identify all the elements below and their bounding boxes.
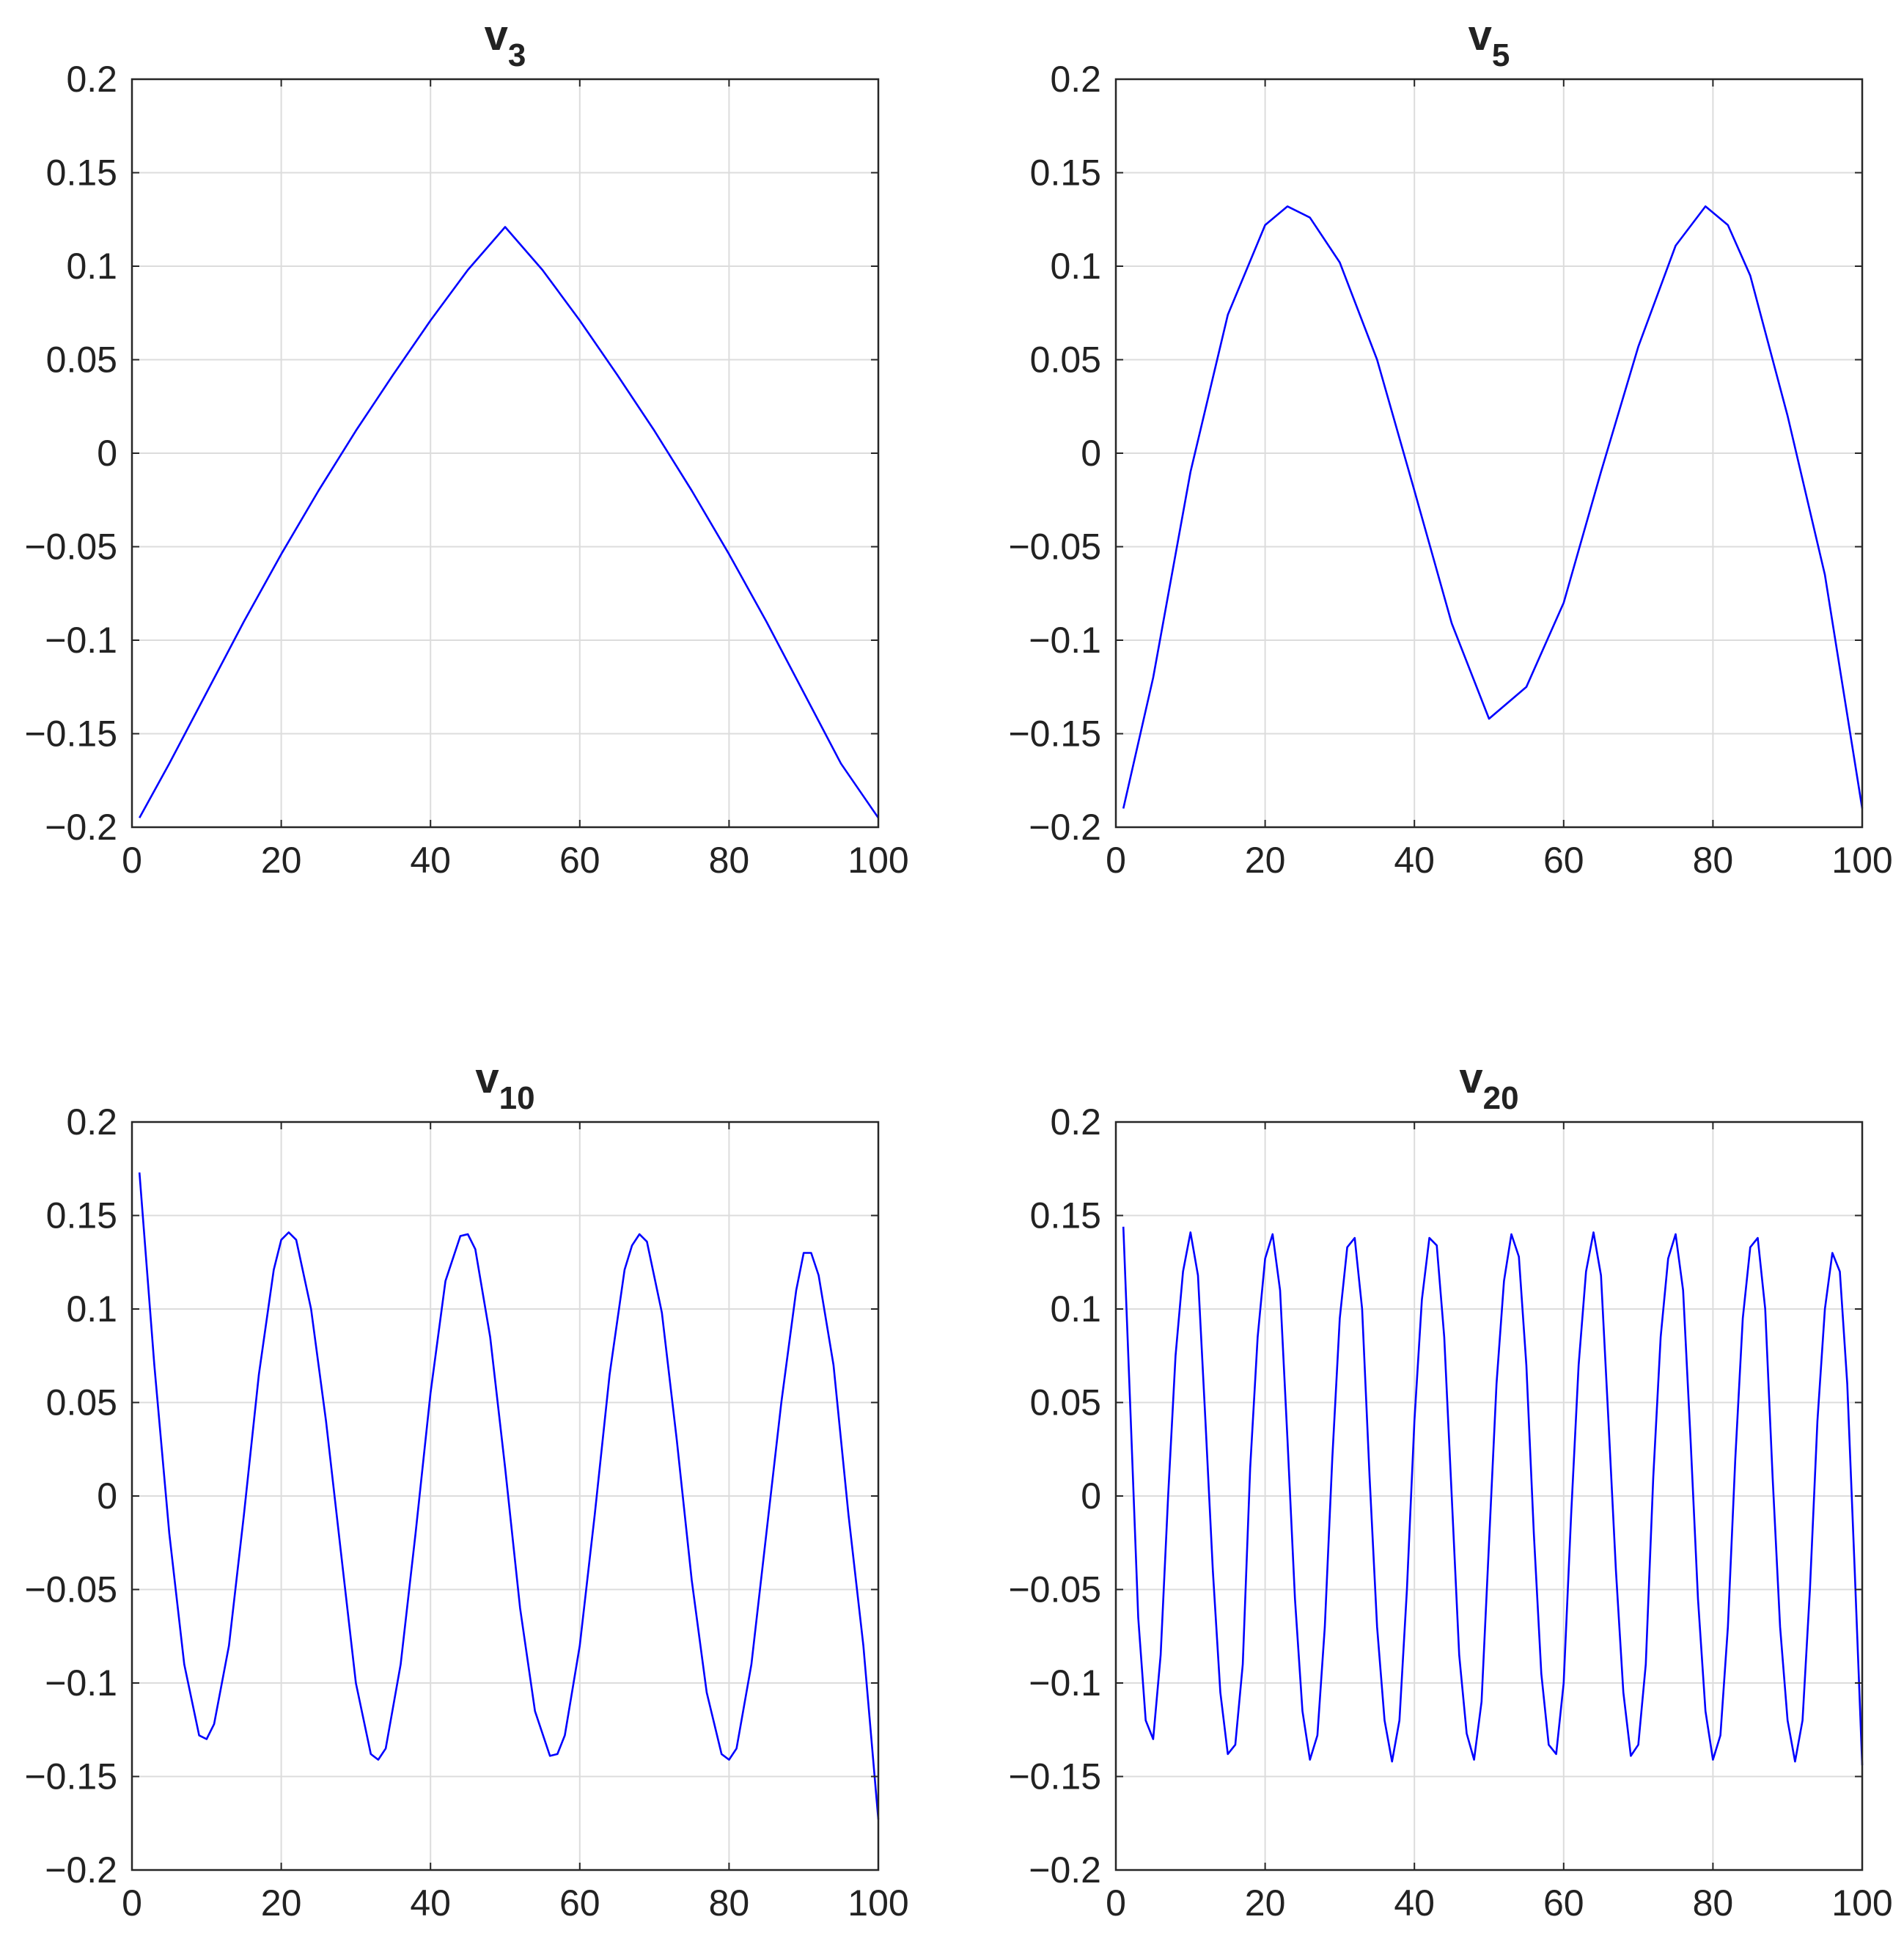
y-tick-label: 0.1 [1050, 246, 1101, 287]
x-tick-label: 40 [1394, 840, 1435, 881]
y-tick-label: −0.05 [1008, 527, 1101, 568]
chart-title: v20 [1459, 1055, 1518, 1116]
x-tick-label: 60 [559, 1882, 600, 1924]
series-line [1122, 205, 1864, 809]
chart-title-main: v [475, 1055, 499, 1102]
y-tick-label: 0 [1081, 433, 1101, 474]
chart-title: v5 [1469, 12, 1510, 73]
y-tick-label: 0.05 [1030, 340, 1101, 381]
y-tick-label: 0 [97, 433, 117, 474]
x-tick-label: 80 [1693, 840, 1734, 881]
y-tick-label: −0.15 [24, 1756, 117, 1797]
x-tick-label: 100 [1831, 1882, 1892, 1924]
chart-title-subscript: 3 [508, 37, 526, 73]
series-line [1122, 1226, 1864, 1766]
x-tick-label: 100 [1831, 840, 1892, 881]
y-tick-label: −0.05 [24, 527, 117, 568]
x-tick-label: 60 [1543, 840, 1584, 881]
series-line [138, 1172, 880, 1820]
x-tick-label: 80 [709, 840, 750, 881]
y-tick-label: 0.15 [1030, 1195, 1101, 1236]
x-tick-label: 60 [559, 840, 600, 881]
subplot-1: 0 20 40 60 80 100 −0.2 −0.15 −0.1 −0.05 0 0.05 0.1 0.… [24, 12, 908, 881]
x-tick-label: 80 [709, 1882, 750, 1924]
x-tick-label: 20 [1245, 1882, 1286, 1924]
series-line [139, 226, 880, 819]
subplot-2: 0 20 40 60 80 100 −0.2 −0.15 −0.1 −0.05 0 0.05 0.1 0.… [1008, 12, 1892, 881]
y-tick-label: 0.2 [1050, 1101, 1101, 1143]
y-tick-label: 0 [97, 1475, 117, 1517]
y-tick-label: −0.15 [1008, 714, 1101, 755]
y-tick-label: −0.1 [45, 1662, 117, 1704]
y-tick-label: −0.1 [1029, 1662, 1101, 1704]
chart-title: v10 [475, 1055, 534, 1116]
y-tick-label: 0.05 [46, 1382, 117, 1423]
chart-title-main: v [485, 12, 508, 59]
chart-title: v3 [485, 12, 526, 73]
chart-title-subscript: 5 [1492, 37, 1510, 73]
x-tick-label: 40 [410, 1882, 451, 1924]
y-tick-label: −0.2 [1029, 807, 1101, 848]
y-tick-label: 0.1 [66, 246, 117, 287]
subplot-3: 0 20 40 60 80 100 −0.2 −0.15 −0.1 −0.05 0 0.05 0.1 0.… [24, 1055, 908, 1924]
y-tick-label: 0.05 [1030, 1382, 1101, 1423]
y-tick-label: 0.05 [46, 340, 117, 381]
y-tick-label: 0.2 [66, 1101, 117, 1143]
x-tick-label: 40 [410, 840, 451, 881]
x-tick-label: 20 [261, 840, 302, 881]
y-tick-label: 0.1 [66, 1288, 117, 1330]
y-tick-label: 0.2 [1050, 59, 1101, 100]
x-tick-label: 20 [261, 1882, 302, 1924]
y-tick-label: 0.2 [66, 59, 117, 100]
y-tick-label: −0.1 [45, 620, 117, 661]
x-tick-label: 20 [1245, 840, 1286, 881]
y-tick-label: −0.15 [24, 714, 117, 755]
y-tick-label: −0.15 [1008, 1756, 1101, 1797]
x-tick-label: 60 [1543, 1882, 1584, 1924]
x-tick-label: 40 [1394, 1882, 1435, 1924]
y-tick-label: −0.2 [45, 807, 117, 848]
y-tick-label: −0.05 [24, 1569, 117, 1610]
x-tick-label: 100 [848, 1882, 908, 1924]
chart-title-main: v [1469, 12, 1492, 59]
y-tick-label: 0.1 [1050, 1288, 1101, 1330]
x-tick-label: 80 [1693, 1882, 1734, 1924]
subplot-4: 0 20 40 60 80 100 −0.2 −0.15 −0.1 −0.05 0 0.05 0.1 0.… [1008, 1055, 1892, 1924]
y-tick-label: −0.1 [1029, 620, 1101, 661]
y-tick-label: 0.15 [46, 153, 117, 194]
y-tick-label: 0.15 [46, 1195, 117, 1236]
x-tick-label: 0 [1106, 1882, 1126, 1924]
chart-title-subscript: 10 [499, 1080, 535, 1116]
y-tick-label: −0.2 [1029, 1849, 1101, 1891]
x-tick-label: 0 [122, 840, 142, 881]
y-tick-label: −0.2 [45, 1849, 117, 1891]
y-tick-label: 0.15 [1030, 153, 1101, 194]
chart-title-main: v [1459, 1055, 1482, 1102]
x-tick-label: 0 [122, 1882, 142, 1924]
y-tick-label: −0.05 [1008, 1569, 1101, 1610]
y-tick-label: 0 [1081, 1475, 1101, 1517]
chart-title-subscript: 20 [1483, 1080, 1519, 1116]
x-tick-label: 0 [1106, 840, 1126, 881]
x-tick-label: 100 [848, 840, 908, 881]
